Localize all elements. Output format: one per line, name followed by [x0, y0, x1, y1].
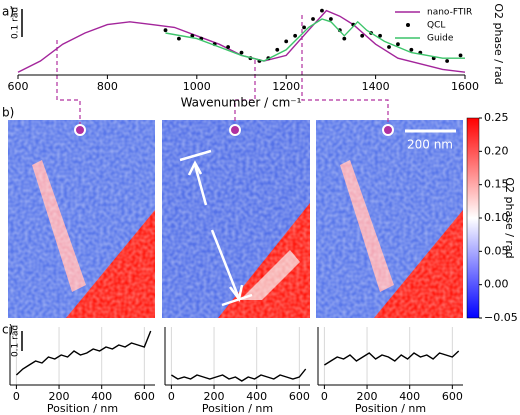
legend-label: QCL: [427, 21, 445, 31]
data-point: [329, 17, 333, 21]
panel-label: c): [2, 323, 13, 337]
x-tick-label: 0: [168, 390, 175, 403]
data-point: [190, 33, 195, 38]
legend-swatch: [406, 23, 410, 27]
x-tick-label: 1600: [451, 80, 479, 93]
x-tick-label: 1000: [183, 80, 211, 93]
connectors: [56, 15, 389, 125]
legend-label: Guide: [427, 34, 454, 44]
markers: [74, 124, 394, 136]
colorbar: [466, 117, 480, 319]
x-tick-label: 400: [91, 390, 112, 403]
data-line: [165, 18, 465, 62]
x-tick-label: 400: [399, 390, 420, 403]
scale-bar-label: 0.1 rad: [11, 325, 21, 357]
map-images: [8, 120, 463, 318]
colorbar-tick-label: 0.10: [484, 211, 509, 224]
data-point: [311, 17, 315, 21]
data-point: [293, 33, 298, 38]
data-point: [396, 42, 400, 47]
x-tick-label: 0: [321, 390, 328, 403]
data-line: [17, 9, 466, 73]
x-tick-label: 400: [246, 390, 267, 403]
y-axis-label: O2 phase / rad: [492, 3, 505, 84]
x-tick-label: 200: [204, 390, 225, 403]
x-tick-label: 600: [289, 390, 310, 403]
data-point: [445, 59, 450, 63]
data-point: [409, 47, 414, 52]
data-point: [163, 28, 168, 33]
legend-label: nano-FTIR: [427, 8, 472, 18]
x-axis-label: Wavenumber / cm⁻¹: [181, 96, 302, 110]
x-tick-label: 800: [97, 80, 118, 93]
data-point: [239, 50, 244, 55]
colorbar-label: O2 phase / rad: [503, 177, 516, 258]
x-tick-label: 600: [134, 390, 155, 403]
data-point: [342, 36, 347, 41]
scale-bar-label: 0.1 rad: [11, 7, 21, 39]
data-point: [360, 33, 365, 38]
x-tick-label: 600: [442, 390, 463, 403]
x-axis-label: Position / nm: [202, 402, 273, 415]
x-tick-label: 200: [357, 390, 378, 403]
data-line: [15, 330, 152, 376]
data-point: [302, 25, 306, 30]
x-tick-label: 0: [13, 390, 20, 403]
x-axis-label: Position / nm: [47, 402, 118, 415]
data-point: [226, 45, 230, 49]
panel-label: b): [2, 106, 14, 120]
data-point: [320, 8, 324, 13]
colorbar-tick-label: 0.20: [484, 144, 509, 157]
data-point: [275, 47, 280, 52]
colorbar-tick-label: 0.05: [484, 244, 509, 257]
colorbar-tick-label: 0.00: [484, 278, 509, 291]
x-tick-label: 1400: [362, 80, 390, 93]
x-axis-label: Position / nm: [355, 402, 426, 415]
colorbar-tick-label: 0.25: [484, 111, 509, 124]
data-line: [324, 350, 460, 366]
data-point: [378, 33, 382, 38]
x-tick-label: 1200: [272, 80, 300, 93]
x-tick-label: 600: [8, 80, 29, 93]
colorbar-tick-label: 0.15: [484, 178, 509, 191]
data-point: [177, 36, 181, 41]
colorbar-tick-label: −0.05: [484, 311, 518, 324]
x-tick-label: 200: [49, 390, 70, 403]
data-line: [171, 368, 307, 382]
panel-label: a): [2, 5, 14, 19]
data-point: [284, 39, 289, 44]
scale-bar-label: 200 nm: [407, 138, 453, 152]
data-point: [458, 53, 463, 58]
data-point: [387, 45, 391, 49]
